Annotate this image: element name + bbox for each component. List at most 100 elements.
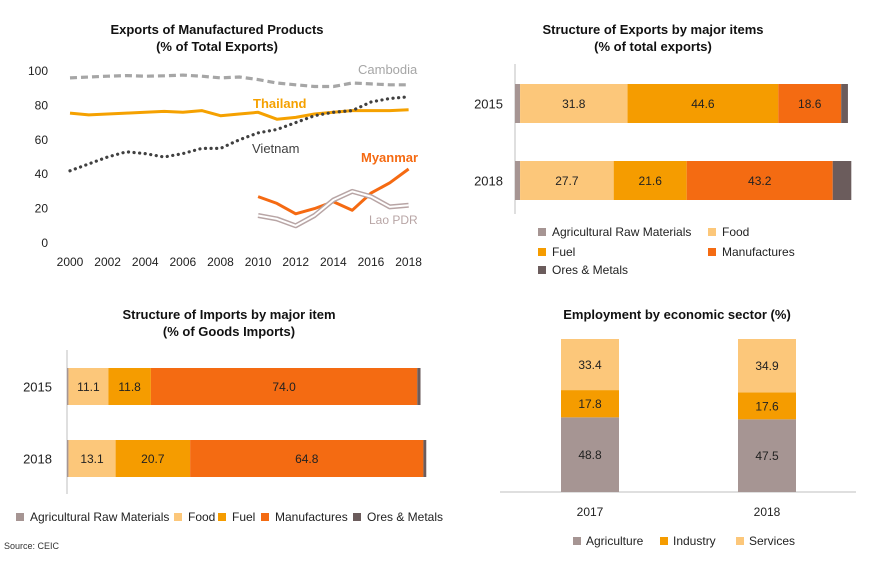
bar-food-2018 [68, 440, 116, 477]
legend-label-manufactures: Manufactures [722, 245, 795, 259]
data-label: 64.8 [295, 452, 319, 466]
bar-fuel-2018 [613, 161, 687, 200]
data-label: 27.7 [555, 174, 579, 188]
exports-structure-svg: Structure of Exports by major items (% of… [474, 22, 852, 277]
bar-manufactures-2015 [150, 368, 418, 405]
legend-label-fuel: Fuel [232, 510, 255, 524]
bar-agricultural-raw-materials-2018 [515, 161, 521, 200]
legend-swatch-fuel [538, 248, 546, 256]
legend-swatch-food [708, 228, 716, 236]
legend-label-manufactures: Manufactures [275, 510, 348, 524]
legend-label-agricultural-raw-materials: Agricultural Raw Materials [30, 510, 169, 524]
legend-swatch-manufactures [708, 248, 716, 256]
legend-label-ores-metals: Ores & Metals [367, 510, 443, 524]
legend-label-fuel: Fuel [552, 245, 575, 259]
series-line-vietnam [68, 95, 411, 173]
x-tick-label: 2008 [207, 255, 234, 269]
bar-manufactures-2018 [686, 161, 833, 200]
chart-title-line: (% of Goods Imports) [163, 324, 295, 339]
bar-ores-metals-2018 [832, 161, 852, 200]
x-tick-label: 2016 [358, 255, 385, 269]
data-label: 31.8 [562, 97, 586, 111]
data-label: 74.0 [272, 380, 296, 394]
category-label: 2018 [754, 505, 781, 519]
bar-manufactures-2015 [778, 84, 842, 123]
bar-services-2017 [561, 339, 619, 391]
legend-swatch-food [174, 513, 182, 521]
bar-agriculture-2017 [561, 417, 619, 492]
chart-title-line: Employment by economic sector (%) [563, 307, 791, 322]
legend-swatch-agriculture [573, 537, 581, 545]
bar-food-2018 [520, 161, 614, 200]
data-label: 11.8 [118, 380, 141, 394]
data-label: 20.7 [141, 452, 165, 466]
data-label: 44.6 [691, 97, 715, 111]
series-line-thailand [69, 108, 409, 121]
data-label: 17.6 [755, 399, 779, 413]
bar-manufactures-2018 [190, 440, 424, 477]
bar-agricultural-raw-materials-2015 [67, 368, 69, 405]
x-tick-label: 2012 [282, 255, 309, 269]
x-tick-label: 2006 [170, 255, 197, 269]
data-label: 47.5 [755, 449, 779, 463]
legend-swatch-services [736, 537, 744, 545]
legend-label-services: Services [749, 534, 795, 548]
legend-label-industry: Industry [673, 534, 716, 548]
y-tick-label: 20 [35, 202, 49, 216]
data-label: 11.1 [77, 380, 100, 394]
chart-title-line: (% of total exports) [594, 39, 712, 54]
bar-industry-2017 [561, 390, 619, 418]
x-tick-label: 2000 [57, 255, 84, 269]
x-tick-label: 2010 [245, 255, 272, 269]
bar-ores-metals-2015 [417, 368, 421, 405]
bar-fuel-2015 [627, 84, 779, 123]
data-label: 13.1 [80, 452, 104, 466]
bar-agricultural-raw-materials-2018 [67, 440, 69, 477]
legend-swatch-ores-metals [538, 266, 546, 274]
exports-manufactured-chart: Exports of Manufactured Products (% of To… [0, 0, 435, 280]
bar-ores-metals-2015 [841, 84, 848, 123]
legend-swatch-manufactures [261, 513, 269, 521]
chart-title-line: Exports of Manufactured Products [110, 22, 323, 37]
category-label: 2018 [474, 174, 503, 189]
x-tick-label: 2014 [320, 255, 347, 269]
legend-label-agriculture: Agriculture [586, 534, 644, 548]
imports-structure-svg: Structure of Imports by major item (% of … [16, 307, 443, 524]
legend-label-food: Food [722, 225, 749, 239]
employment-chart: Employment by economic sector (%) 48.8 17.… [460, 290, 870, 562]
bar-fuel-2018 [115, 440, 191, 477]
series-label-myanmar: Myanmar [361, 150, 418, 165]
category-label: 2018 [23, 452, 52, 467]
legend-swatch-agricultural-raw-materials [16, 513, 24, 521]
series-label-lao-pdr: Lao PDR [369, 213, 418, 227]
legend-swatch-fuel [218, 513, 226, 521]
bar-agriculture-2018 [738, 419, 796, 492]
data-label: 18.6 [798, 97, 822, 111]
legend-label-ores-metals: Ores & Metals [552, 263, 628, 277]
bar-food-2015 [68, 368, 109, 405]
bar-ores-metals-2018 [423, 440, 427, 477]
data-label: 43.2 [748, 174, 772, 188]
chart-title-line: Structure of Exports by major items [542, 22, 763, 37]
legend-swatch-agricultural-raw-materials [538, 228, 546, 236]
series-line-cambodia [69, 73, 409, 89]
bar-food-2015 [520, 84, 628, 123]
chart-title-line: (% of Total Exports) [156, 39, 278, 54]
series-label-thailand: Thailand [253, 96, 307, 111]
legend-label-agricultural-raw-materials: Agricultural Raw Materials [552, 225, 691, 239]
legend-swatch-ores-metals [353, 513, 361, 521]
y-tick-label: 80 [35, 98, 49, 112]
imports-structure-chart: Structure of Imports by major item (% of … [0, 290, 460, 540]
bar-industry-2018 [738, 392, 796, 420]
data-label: 48.8 [578, 448, 602, 462]
series-label-vietnam: Vietnam [252, 141, 299, 156]
chart-title-line: Structure of Imports by major item [122, 307, 335, 322]
series-label-cambodia: Cambodia [358, 62, 418, 77]
legend-label-food: Food [188, 510, 215, 524]
data-label: 33.4 [578, 358, 602, 372]
category-label: 2017 [577, 505, 604, 519]
bar-fuel-2015 [108, 368, 151, 405]
employment-svg: Employment by economic sector (%) 48.8 17.… [500, 307, 856, 548]
exports-manufactured-svg: Exports of Manufactured Products (% of To… [28, 22, 422, 269]
exports-structure-chart: Structure of Exports by major items (% of… [435, 0, 870, 290]
